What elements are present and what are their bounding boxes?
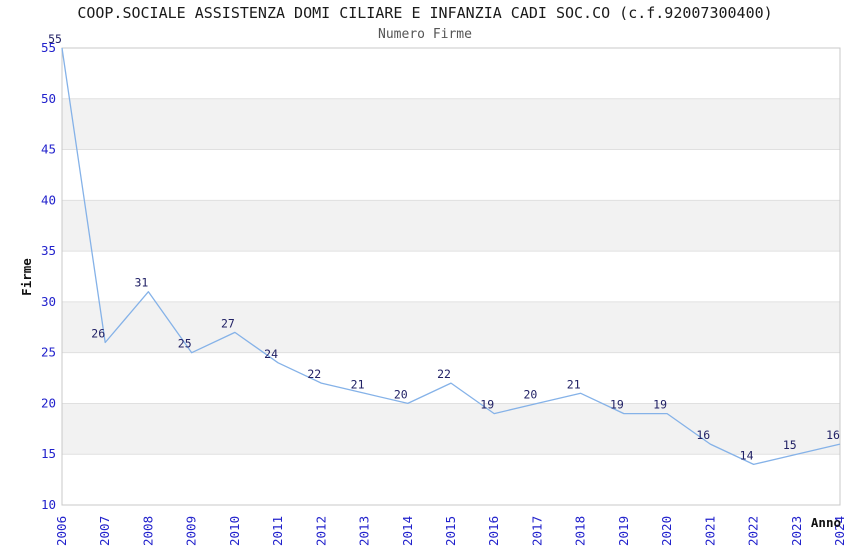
data-point-label: 21 (567, 377, 581, 391)
data-point-label: 15 (783, 438, 797, 452)
data-point-label: 19 (480, 398, 494, 412)
background-band (62, 98, 840, 150)
x-tick-label: 2008 (140, 516, 155, 546)
data-point-label: 22 (437, 367, 451, 381)
y-tick-label: 25 (41, 345, 56, 360)
data-point-label: 22 (307, 367, 321, 381)
data-point-label: 24 (264, 347, 278, 361)
y-tick-label: 50 (41, 91, 56, 106)
background-band (62, 200, 840, 252)
data-point-label: 21 (351, 377, 365, 391)
data-point-label: 20 (523, 387, 537, 401)
x-tick-label: 2016 (486, 516, 501, 546)
chart-title: COOP.SOCIALE ASSISTENZA DOMI CILIARE E I… (77, 4, 773, 22)
data-line (61, 47, 841, 466)
x-tick-label: 2020 (659, 516, 674, 546)
y-tick-label: 20 (41, 395, 56, 410)
y-tick-label: 30 (41, 294, 56, 309)
data-point-label: 20 (394, 387, 408, 401)
y-tick-label: 15 (41, 446, 56, 461)
x-tick-label: 2007 (97, 516, 112, 546)
data-point-label: 19 (610, 398, 624, 412)
y-tick-label: 35 (41, 243, 56, 258)
x-tick-label: 2015 (443, 516, 458, 546)
background-band (62, 403, 840, 455)
x-tick-label: 2018 (573, 516, 588, 546)
x-tick-label: 2011 (270, 516, 285, 546)
y-tick-label: 45 (41, 142, 56, 157)
data-point-label: 27 (221, 316, 235, 330)
x-tick-label: 2012 (313, 516, 328, 546)
y-tick-label: 55 (41, 40, 56, 55)
x-tick-label: 2021 (702, 516, 717, 546)
data-point-label: 19 (653, 398, 667, 412)
x-tick-label: 2013 (357, 516, 372, 546)
background-band (62, 301, 840, 353)
chart-subtitle: Numero Firme (378, 27, 472, 42)
data-point-label: 26 (91, 327, 105, 341)
x-tick-label: 2014 (400, 516, 415, 546)
x-tick-label: 2024 (832, 516, 847, 546)
x-tick-label: 2023 (789, 516, 804, 546)
x-tick-label: 2022 (746, 516, 761, 546)
x-tick-label: 2010 (227, 516, 242, 546)
data-point-label: 55 (48, 32, 62, 46)
y-tick-label: 40 (41, 192, 56, 207)
data-point-label: 16 (826, 428, 840, 442)
x-tick-label: 2017 (529, 516, 544, 546)
x-axis-title: Anno (811, 515, 841, 530)
data-point-label: 31 (134, 276, 148, 290)
data-point-label: 14 (740, 448, 754, 462)
y-tick-label: 10 (41, 497, 56, 512)
data-point-label: 25 (178, 337, 192, 351)
plot-border (61, 47, 841, 506)
x-tick-label: 2009 (184, 516, 199, 546)
y-axis-title: Firme (19, 258, 34, 296)
x-tick-label: 2006 (54, 516, 69, 546)
data-point-label: 16 (696, 428, 710, 442)
x-tick-label: 2019 (616, 516, 631, 546)
